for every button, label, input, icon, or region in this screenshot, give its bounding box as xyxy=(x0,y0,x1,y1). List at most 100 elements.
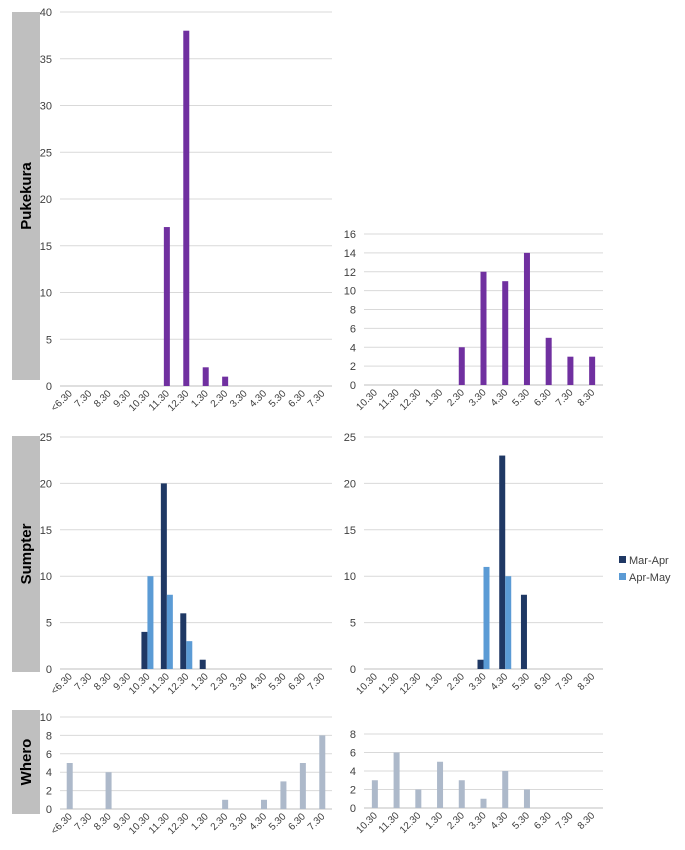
x-tick-label: <6.30 xyxy=(49,388,75,414)
bar-5-30 xyxy=(523,252,530,385)
x-tick-label: 5.30 xyxy=(267,811,289,833)
row-band-sumpter: Sumpter xyxy=(12,436,40,672)
x-tick-label: 7.30 xyxy=(73,671,95,693)
y-tick-label: 10 xyxy=(40,288,52,300)
row-band-pukekura: Pukekura xyxy=(12,12,40,380)
x-tick-label: 11.30 xyxy=(377,387,402,412)
x-tick-label: 5.30 xyxy=(511,810,533,832)
y-tick-label: 25 xyxy=(40,432,52,444)
x-tick-label: 5.30 xyxy=(511,671,533,693)
row-label-sumpter: Sumpter xyxy=(18,523,35,584)
x-tick-label: 1.30 xyxy=(424,671,446,693)
bar-apr-may-10-30 xyxy=(147,576,154,669)
y-tick-label: 2 xyxy=(46,786,52,798)
bar-mar-apr-4-30 xyxy=(499,455,506,669)
x-tick-label: 7.30 xyxy=(554,387,576,409)
x-tick-label: 1.30 xyxy=(189,388,211,410)
chart-whero-left: 0246810<6.307.308.309.3010.3011.3012.301… xyxy=(40,712,332,837)
y-tick-label: 15 xyxy=(40,525,52,537)
bar-mar-apr-3-30 xyxy=(477,659,484,669)
x-tick-label: 1.30 xyxy=(189,811,211,833)
x-tick-label: 3.30 xyxy=(228,811,250,833)
x-tick-label: 7.30 xyxy=(73,388,95,410)
x-tick-label: 1.30 xyxy=(424,387,446,409)
x-tick-label: 10.30 xyxy=(355,387,381,413)
x-tick-label: 1.30 xyxy=(189,671,211,693)
x-tick-label: 8.30 xyxy=(92,811,114,833)
x-tick-label: 8.30 xyxy=(576,671,598,693)
y-tick-label: 0 xyxy=(350,380,356,392)
bar-5-30 xyxy=(523,789,530,808)
x-tick-label: 12.30 xyxy=(166,671,192,697)
x-tick-label: 3.30 xyxy=(467,810,489,832)
y-tick-label: 12 xyxy=(344,267,356,279)
x-tick-label: 6.30 xyxy=(286,811,308,833)
bar-mar-apr-5-30 xyxy=(520,594,527,669)
y-tick-label: 8 xyxy=(350,305,356,317)
x-tick-label: 12.30 xyxy=(398,671,424,697)
x-tick-label: 11.30 xyxy=(377,671,402,696)
x-tick-label: 2.30 xyxy=(445,671,467,693)
chart-pukekura-left: 0510152025303540<6.307.308.309.3010.3011… xyxy=(40,7,332,414)
y-tick-label: 5 xyxy=(350,618,356,630)
chart-sumpter-left: 0510152025<6.307.308.309.3010.3011.3012.… xyxy=(40,432,332,697)
x-tick-label: 12.30 xyxy=(398,810,424,836)
x-tick-label: 6.30 xyxy=(286,388,308,410)
y-tick-label: 0 xyxy=(46,664,52,676)
y-tick-label: 20 xyxy=(40,478,52,490)
y-tick-label: 15 xyxy=(40,241,52,253)
x-tick-label: 10.30 xyxy=(127,388,153,414)
bar-mar-apr-12-30 xyxy=(180,613,187,669)
y-tick-label: 20 xyxy=(40,194,52,206)
row-band-whero: Whero xyxy=(12,710,40,814)
bar-7-30 xyxy=(567,356,574,385)
bar-4-30 xyxy=(502,771,509,808)
x-tick-label: 2.30 xyxy=(445,810,467,832)
y-tick-label: 20 xyxy=(344,478,356,490)
bar-11-30 xyxy=(163,227,170,386)
bar-3-30 xyxy=(480,798,487,808)
y-tick-label: 40 xyxy=(40,7,52,19)
x-tick-label: 2.30 xyxy=(209,388,231,410)
x-tick-label: 6.30 xyxy=(532,671,554,693)
x-tick-label: 7.30 xyxy=(73,811,95,833)
x-tick-label: 7.30 xyxy=(306,811,328,833)
x-tick-label: 4.30 xyxy=(248,671,270,693)
x-tick-label: 7.30 xyxy=(306,671,328,693)
x-tick-label: 12.30 xyxy=(166,388,192,414)
y-tick-label: 10 xyxy=(40,571,52,583)
x-tick-label: 8.30 xyxy=(92,388,114,410)
bar-apr-may-3-30 xyxy=(483,566,490,669)
bar-6-30 xyxy=(299,763,306,809)
bar-4-30 xyxy=(261,799,267,809)
x-tick-label: 2.30 xyxy=(209,811,231,833)
legend: Mar-Apr Apr-May xyxy=(619,555,671,584)
bar-1-30 xyxy=(202,367,209,386)
x-tick-label: 1.30 xyxy=(424,810,446,832)
y-tick-label: 16 xyxy=(344,229,356,241)
x-tick-label: 8.30 xyxy=(92,671,114,693)
bar-apr-may-12-30 xyxy=(186,641,193,669)
x-tick-label: 3.30 xyxy=(228,671,250,693)
x-tick-label: 10.30 xyxy=(355,810,381,836)
y-tick-label: 8 xyxy=(350,729,356,741)
y-tick-label: 4 xyxy=(350,766,356,778)
row-label-whero: Whero xyxy=(18,739,35,786)
x-tick-label: 8.30 xyxy=(576,387,598,409)
bar-4-30 xyxy=(502,281,509,385)
bar-mar-apr-10-30 xyxy=(141,631,148,669)
bar-2-30 xyxy=(222,376,229,386)
y-tick-label: 35 xyxy=(40,54,52,66)
x-tick-label: 5.30 xyxy=(267,671,289,693)
x-tick-label: 4.30 xyxy=(489,387,511,409)
bar-apr-may-11-30 xyxy=(166,594,173,669)
bar-12-30 xyxy=(183,30,190,386)
y-tick-label: 6 xyxy=(350,748,356,760)
y-tick-label: 25 xyxy=(344,432,356,444)
y-tick-label: 5 xyxy=(46,334,52,346)
x-tick-label: 7.30 xyxy=(554,810,576,832)
